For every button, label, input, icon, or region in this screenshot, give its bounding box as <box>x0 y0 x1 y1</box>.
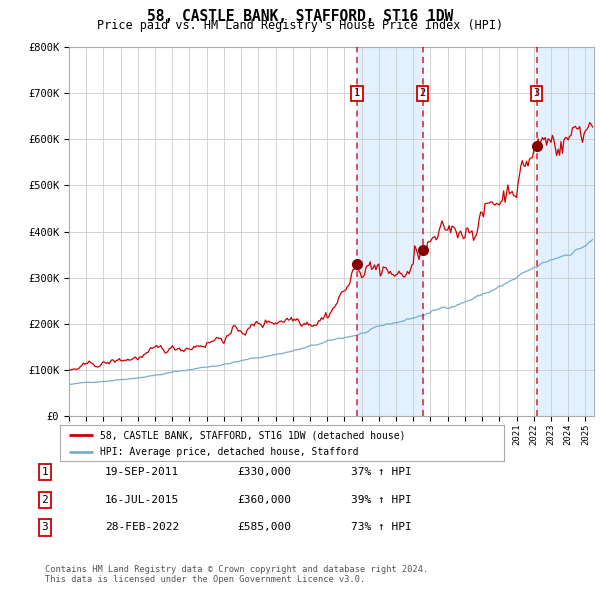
Text: 1: 1 <box>41 467 49 477</box>
Text: 16-JUL-2015: 16-JUL-2015 <box>105 495 179 504</box>
Text: 58, CASTLE BANK, STAFFORD, ST16 1DW: 58, CASTLE BANK, STAFFORD, ST16 1DW <box>147 9 453 24</box>
Text: 73% ↑ HPI: 73% ↑ HPI <box>351 523 412 532</box>
Text: 58, CASTLE BANK, STAFFORD, ST16 1DW (detached house): 58, CASTLE BANK, STAFFORD, ST16 1DW (det… <box>100 430 406 440</box>
Bar <box>536 47 592 416</box>
Text: Contains HM Land Registry data © Crown copyright and database right 2024.
This d: Contains HM Land Registry data © Crown c… <box>45 565 428 584</box>
Text: 2: 2 <box>41 495 49 504</box>
Text: £330,000: £330,000 <box>237 467 291 477</box>
Text: 3: 3 <box>533 88 539 99</box>
Text: 19-SEP-2011: 19-SEP-2011 <box>105 467 179 477</box>
Text: 28-FEB-2022: 28-FEB-2022 <box>105 523 179 532</box>
Text: 3: 3 <box>41 523 49 532</box>
Text: 1: 1 <box>353 88 360 99</box>
Text: 2: 2 <box>419 88 425 99</box>
Text: 37% ↑ HPI: 37% ↑ HPI <box>351 467 412 477</box>
Text: HPI: Average price, detached house, Stafford: HPI: Average price, detached house, Staf… <box>100 447 358 457</box>
Text: £360,000: £360,000 <box>237 495 291 504</box>
Bar <box>357 47 422 416</box>
Text: £585,000: £585,000 <box>237 523 291 532</box>
Text: Price paid vs. HM Land Registry's House Price Index (HPI): Price paid vs. HM Land Registry's House … <box>97 19 503 32</box>
Text: 39% ↑ HPI: 39% ↑ HPI <box>351 495 412 504</box>
